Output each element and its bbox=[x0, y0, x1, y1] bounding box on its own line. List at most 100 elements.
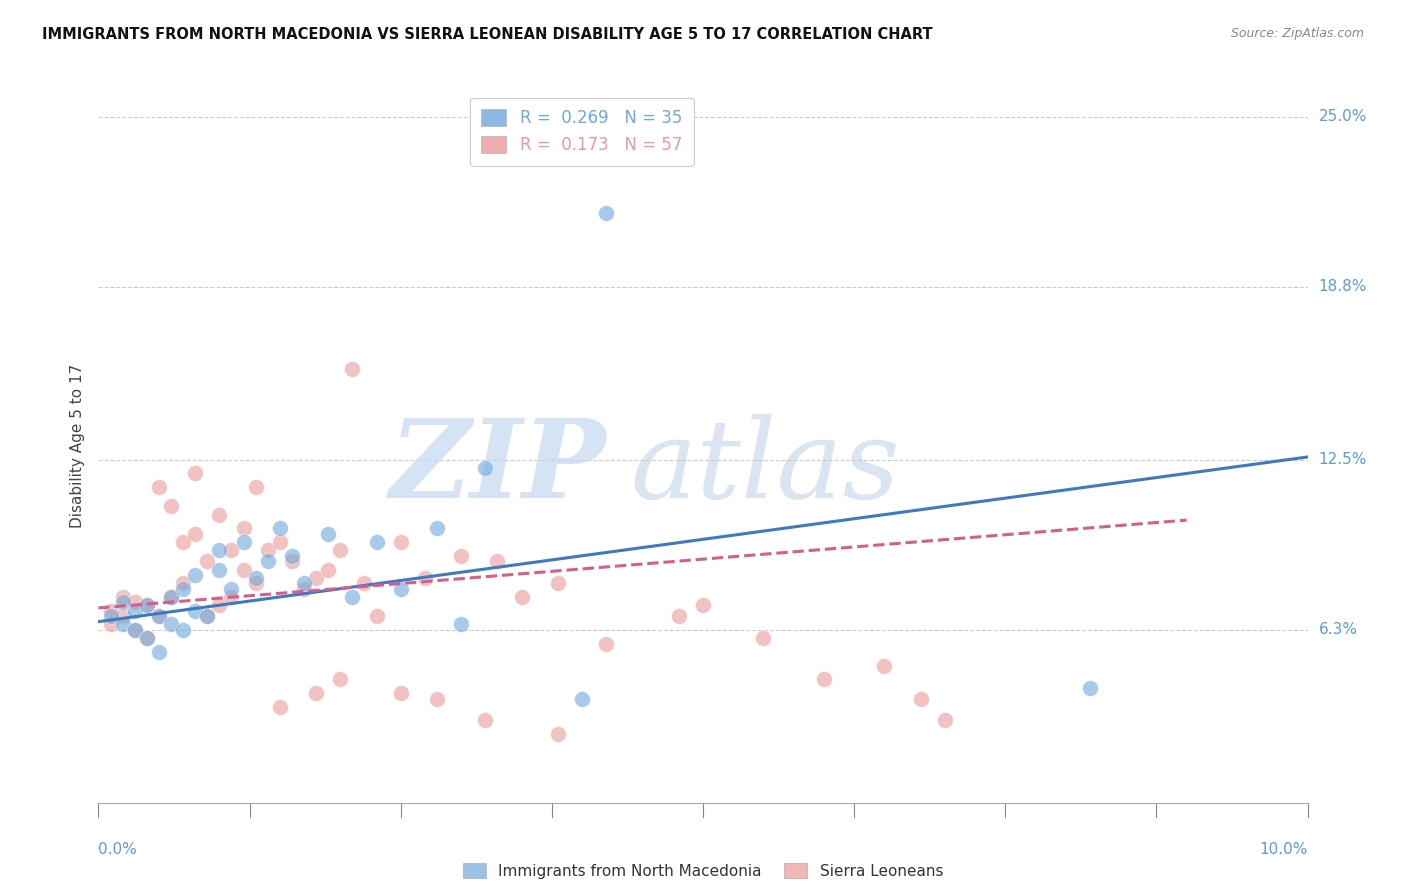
Point bbox=[366, 609, 388, 624]
Text: Source: ZipAtlas.com: Source: ZipAtlas.com bbox=[1230, 27, 1364, 40]
Point bbox=[366, 535, 388, 549]
Point bbox=[342, 362, 364, 376]
Point bbox=[208, 508, 231, 522]
Point bbox=[172, 582, 194, 596]
Point bbox=[160, 500, 183, 514]
Point bbox=[595, 637, 617, 651]
Text: 0.0%: 0.0% bbox=[98, 842, 138, 856]
Legend: Immigrants from North Macedonia, Sierra Leoneans: Immigrants from North Macedonia, Sierra … bbox=[454, 854, 952, 888]
Point bbox=[221, 582, 243, 596]
Point bbox=[389, 582, 412, 596]
Point bbox=[245, 571, 267, 585]
Point bbox=[245, 576, 267, 591]
Point bbox=[1078, 681, 1101, 695]
Point bbox=[353, 576, 375, 591]
Point bbox=[232, 562, 254, 576]
Point bbox=[450, 549, 472, 563]
Point bbox=[292, 576, 315, 591]
Point bbox=[232, 535, 254, 549]
Point bbox=[474, 461, 496, 475]
Point bbox=[124, 604, 146, 618]
Point bbox=[426, 691, 449, 706]
Text: 25.0%: 25.0% bbox=[1319, 109, 1367, 124]
Point bbox=[292, 582, 315, 596]
Point bbox=[281, 554, 304, 568]
Point bbox=[547, 727, 569, 741]
Point bbox=[256, 543, 278, 558]
Point bbox=[752, 631, 775, 645]
Point bbox=[813, 673, 835, 687]
Point bbox=[111, 617, 134, 632]
Point bbox=[269, 699, 291, 714]
Point bbox=[305, 571, 328, 585]
Point bbox=[135, 598, 157, 612]
Point bbox=[100, 609, 122, 624]
Point bbox=[111, 595, 134, 609]
Point bbox=[184, 604, 207, 618]
Point bbox=[934, 714, 956, 728]
Point bbox=[692, 598, 714, 612]
Point bbox=[316, 526, 339, 541]
Point bbox=[184, 526, 207, 541]
Point bbox=[160, 590, 183, 604]
Point bbox=[160, 617, 183, 632]
Point bbox=[124, 595, 146, 609]
Point bbox=[450, 617, 472, 632]
Point bbox=[172, 623, 194, 637]
Point bbox=[221, 590, 243, 604]
Point bbox=[595, 205, 617, 219]
Text: 10.0%: 10.0% bbox=[1260, 842, 1308, 856]
Point bbox=[208, 543, 231, 558]
Point bbox=[100, 617, 122, 632]
Point bbox=[148, 609, 170, 624]
Point bbox=[195, 609, 218, 624]
Point bbox=[148, 609, 170, 624]
Point bbox=[269, 521, 291, 535]
Point bbox=[281, 549, 304, 563]
Point bbox=[474, 714, 496, 728]
Point bbox=[135, 631, 157, 645]
Point bbox=[873, 658, 896, 673]
Point bbox=[124, 623, 146, 637]
Point bbox=[148, 480, 170, 494]
Point bbox=[111, 590, 134, 604]
Point bbox=[329, 673, 352, 687]
Point bbox=[184, 568, 207, 582]
Point bbox=[413, 571, 436, 585]
Text: IMMIGRANTS FROM NORTH MACEDONIA VS SIERRA LEONEAN DISABILITY AGE 5 TO 17 CORRELA: IMMIGRANTS FROM NORTH MACEDONIA VS SIERR… bbox=[42, 27, 932, 42]
Point bbox=[100, 604, 122, 618]
Point bbox=[172, 535, 194, 549]
Point bbox=[668, 609, 690, 624]
Y-axis label: Disability Age 5 to 17: Disability Age 5 to 17 bbox=[69, 364, 84, 528]
Point bbox=[111, 609, 134, 624]
Point bbox=[547, 576, 569, 591]
Point bbox=[208, 598, 231, 612]
Point bbox=[426, 521, 449, 535]
Point bbox=[486, 554, 509, 568]
Point bbox=[208, 562, 231, 576]
Point bbox=[172, 576, 194, 591]
Text: 18.8%: 18.8% bbox=[1319, 279, 1367, 294]
Point bbox=[160, 590, 183, 604]
Text: atlas: atlas bbox=[630, 414, 900, 521]
Text: ZIP: ZIP bbox=[389, 414, 606, 521]
Point bbox=[256, 554, 278, 568]
Point bbox=[910, 691, 932, 706]
Point bbox=[184, 467, 207, 481]
Point bbox=[329, 543, 352, 558]
Point bbox=[124, 623, 146, 637]
Point bbox=[245, 480, 267, 494]
Point bbox=[195, 554, 218, 568]
Point bbox=[389, 686, 412, 700]
Point bbox=[221, 543, 243, 558]
Text: 12.5%: 12.5% bbox=[1319, 452, 1367, 467]
Point bbox=[148, 645, 170, 659]
Point bbox=[135, 631, 157, 645]
Point bbox=[232, 521, 254, 535]
Point bbox=[571, 691, 593, 706]
Point bbox=[195, 609, 218, 624]
Text: 6.3%: 6.3% bbox=[1319, 623, 1358, 638]
Point bbox=[510, 590, 533, 604]
Point bbox=[342, 590, 364, 604]
Point bbox=[269, 535, 291, 549]
